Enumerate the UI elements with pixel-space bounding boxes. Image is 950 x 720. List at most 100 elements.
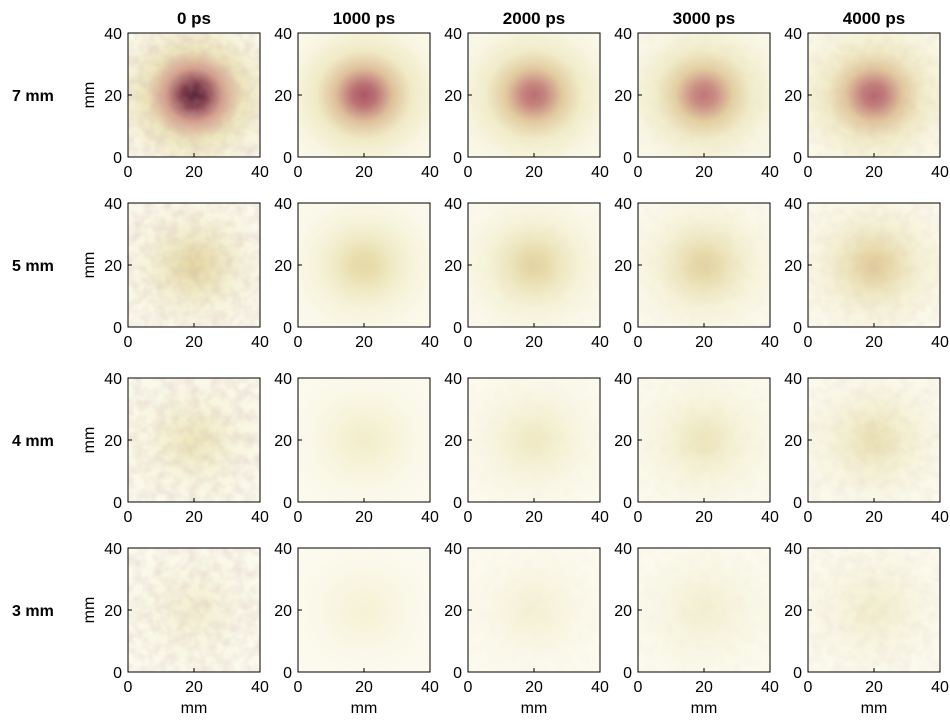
y-tick-label: 20 <box>104 88 122 105</box>
y-tick-label: 0 <box>283 495 292 512</box>
y-axis-label: mm <box>81 82 98 109</box>
heatmap-panel: 0 20 40 0 20 40 <box>274 371 439 526</box>
heatmap-panel: 0 20 40 0 20 40 <box>614 371 779 526</box>
y-tick-label: 20 <box>784 603 802 620</box>
x-tick-label: 0 <box>294 164 303 181</box>
x-tick-label: 20 <box>525 509 543 526</box>
heatmap-panel: 0 20 40 0 20 40 <box>274 541 439 696</box>
y-tick-label: 20 <box>274 88 292 105</box>
x-tick-label: 0 <box>634 509 643 526</box>
y-tick-label: 40 <box>614 26 632 43</box>
column-title: 4000 ps <box>843 9 905 28</box>
y-tick-label: 40 <box>614 541 632 558</box>
y-tick-label: 0 <box>113 320 122 337</box>
x-tick-label: 20 <box>695 509 713 526</box>
x-tick-label: 40 <box>761 164 779 181</box>
heatmap-noise <box>128 378 260 502</box>
x-tick-label: 20 <box>525 679 543 696</box>
y-tick-label: 0 <box>113 150 122 167</box>
heatmap-panel: 0 20 40 0 20 40 <box>784 541 949 696</box>
y-tick-label: 20 <box>614 433 632 450</box>
heatmap-intensity <box>468 203 600 327</box>
heatmap-panel: 0 20 40 0 20 40 <box>444 26 609 181</box>
y-tick-label: 40 <box>444 196 462 213</box>
y-tick-label: 0 <box>623 495 632 512</box>
y-tick-label: 0 <box>623 665 632 682</box>
x-axis-label: mm <box>861 700 888 717</box>
heatmap-panel: 0 20 40 0 20 40 <box>614 541 779 696</box>
y-tick-label: 0 <box>453 665 462 682</box>
heatmap-noise <box>808 548 940 672</box>
y-tick-label: 40 <box>444 541 462 558</box>
y-tick-label: 40 <box>104 196 122 213</box>
row-label: 5 mm <box>12 258 54 275</box>
y-axis-label: mm <box>81 427 98 454</box>
x-tick-label: 20 <box>695 164 713 181</box>
x-tick-label: 0 <box>804 334 813 351</box>
x-tick-label: 0 <box>464 164 473 181</box>
x-tick-label: 40 <box>251 679 269 696</box>
heatmap-panel: 0 20 40 0 20 40 <box>104 371 269 526</box>
y-tick-label: 20 <box>274 603 292 620</box>
heatmap-noise <box>468 548 600 672</box>
x-tick-label: 40 <box>931 334 949 351</box>
x-tick-label: 40 <box>251 334 269 351</box>
y-tick-label: 20 <box>614 88 632 105</box>
heatmap-noise <box>638 203 770 327</box>
heatmap-intensity <box>298 33 430 157</box>
x-tick-label: 20 <box>355 334 373 351</box>
x-tick-label: 40 <box>421 679 439 696</box>
heatmap-panel: 0 20 40 0 20 40 <box>444 541 609 696</box>
y-tick-label: 0 <box>793 150 802 167</box>
x-tick-label: 40 <box>591 509 609 526</box>
x-tick-label: 0 <box>124 334 133 351</box>
y-axis-label: mm <box>81 597 98 624</box>
heatmap-panel: 0 20 40 0 20 40 <box>784 371 949 526</box>
y-tick-label: 20 <box>444 433 462 450</box>
x-tick-label: 0 <box>124 164 133 181</box>
heatmap-noise <box>128 33 260 157</box>
x-tick-label: 40 <box>251 509 269 526</box>
column-title: 0 ps <box>177 9 211 28</box>
heatmap-noise <box>468 203 600 327</box>
x-tick-label: 20 <box>355 164 373 181</box>
y-tick-label: 40 <box>274 26 292 43</box>
y-tick-label: 0 <box>283 665 292 682</box>
heatmap-intensity <box>468 548 600 672</box>
y-tick-label: 40 <box>784 541 802 558</box>
y-tick-label: 20 <box>444 258 462 275</box>
heatmap-intensity <box>298 548 430 672</box>
column-title: 1000 ps <box>333 9 395 28</box>
x-tick-label: 0 <box>804 679 813 696</box>
y-tick-label: 40 <box>784 371 802 388</box>
y-tick-label: 40 <box>104 541 122 558</box>
y-tick-label: 0 <box>623 320 632 337</box>
heatmap-noise <box>128 548 260 672</box>
y-tick-label: 40 <box>444 26 462 43</box>
y-tick-label: 0 <box>113 665 122 682</box>
y-tick-label: 40 <box>614 196 632 213</box>
heatmap-panel: 0 20 40 0 20 40 <box>104 196 269 351</box>
x-tick-label: 20 <box>525 334 543 351</box>
column-title: 3000 ps <box>673 9 735 28</box>
y-tick-label: 20 <box>274 433 292 450</box>
x-tick-label: 20 <box>865 334 883 351</box>
heatmap-panel: 0 20 40 0 20 40 <box>784 196 949 351</box>
y-tick-label: 0 <box>453 150 462 167</box>
x-tick-label: 20 <box>185 509 203 526</box>
heatmap-intensity <box>468 378 600 502</box>
heatmap-panel: 0 20 40 0 20 40 <box>784 26 949 181</box>
heatmap-noise <box>638 378 770 502</box>
x-tick-label: 40 <box>761 334 779 351</box>
y-tick-label: 20 <box>274 258 292 275</box>
x-tick-label: 40 <box>421 334 439 351</box>
y-tick-label: 0 <box>793 320 802 337</box>
y-tick-label: 20 <box>104 433 122 450</box>
y-tick-label: 40 <box>784 26 802 43</box>
y-tick-label: 0 <box>453 495 462 512</box>
x-tick-label: 0 <box>464 679 473 696</box>
x-tick-label: 0 <box>634 164 643 181</box>
x-tick-label: 20 <box>695 334 713 351</box>
y-tick-label: 0 <box>113 495 122 512</box>
